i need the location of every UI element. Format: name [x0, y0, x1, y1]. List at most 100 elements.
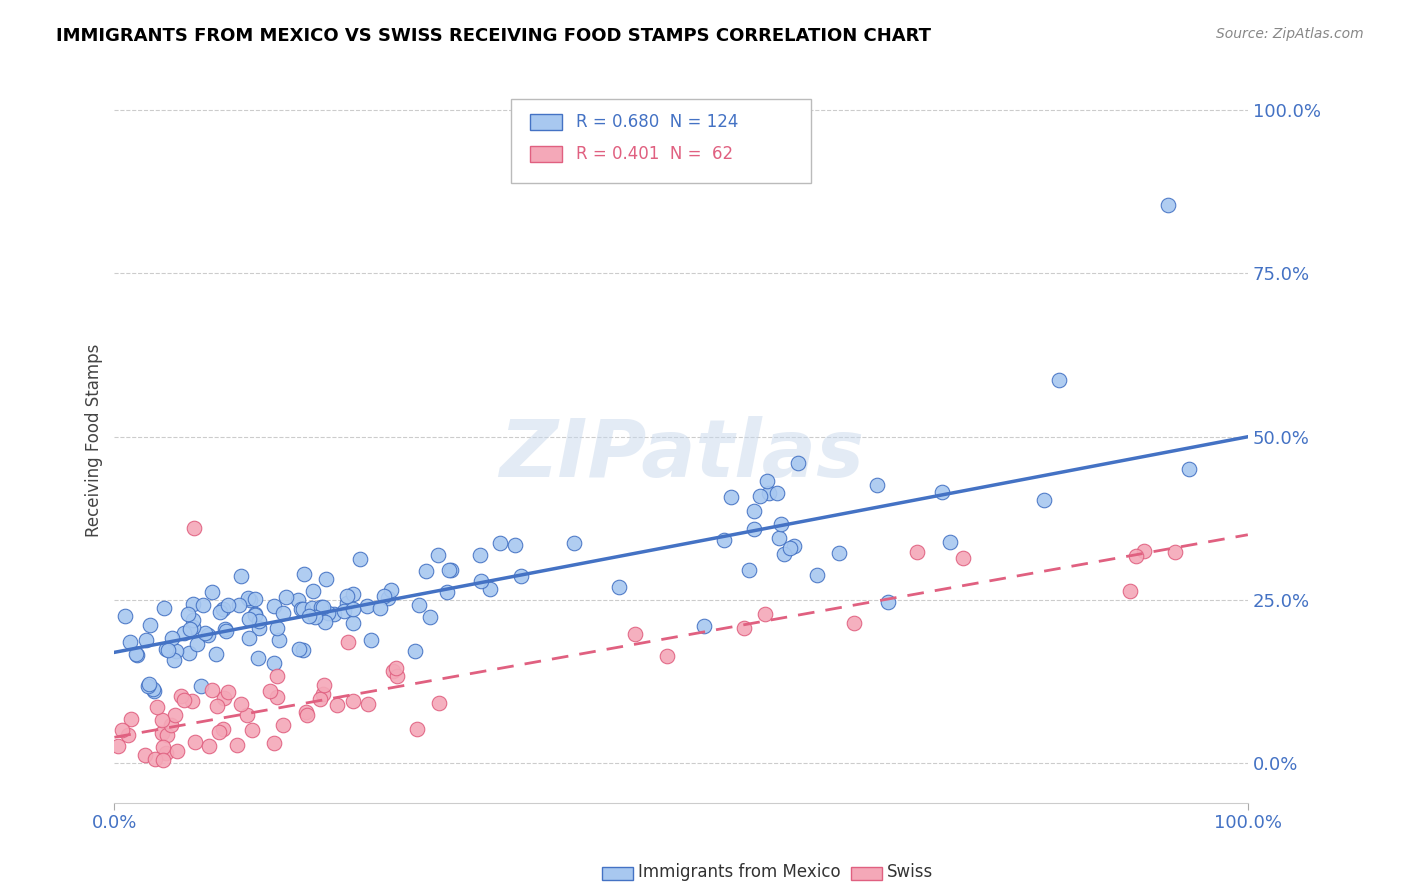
Point	[952, 551, 974, 566]
Point	[770, 517, 793, 532]
Point	[198, 739, 221, 753]
Point	[152, 601, 174, 615]
Point	[758, 485, 780, 500]
Point	[211, 723, 233, 737]
Point	[166, 744, 188, 758]
Point	[866, 477, 889, 491]
Point	[720, 490, 742, 504]
FancyBboxPatch shape	[530, 146, 562, 162]
Point	[162, 653, 184, 667]
Point	[226, 738, 249, 752]
Point	[184, 734, 207, 748]
Point	[316, 606, 339, 620]
Point	[186, 636, 208, 650]
Point	[273, 718, 295, 732]
Point	[287, 592, 309, 607]
Point	[173, 625, 195, 640]
Point	[404, 644, 426, 658]
Point	[142, 681, 165, 696]
Point	[509, 569, 531, 583]
Point	[938, 534, 960, 549]
Point	[335, 589, 357, 603]
Point	[440, 563, 463, 577]
Point	[177, 646, 200, 660]
Point	[1178, 462, 1201, 476]
Point	[756, 474, 779, 488]
Point	[336, 596, 359, 610]
Point	[266, 690, 288, 704]
Point	[415, 564, 437, 578]
Point	[142, 684, 165, 698]
Point	[1119, 584, 1142, 599]
Text: ZIPatlas: ZIPatlas	[499, 416, 863, 493]
Point	[215, 624, 238, 639]
Point	[377, 591, 399, 606]
FancyBboxPatch shape	[512, 99, 811, 183]
Point	[876, 594, 898, 608]
Point	[295, 705, 318, 719]
Point	[436, 584, 458, 599]
Point	[135, 632, 157, 647]
Point	[120, 635, 142, 649]
Point	[385, 661, 408, 675]
Point	[138, 677, 160, 691]
Point	[564, 535, 586, 549]
Point	[205, 698, 228, 713]
Point	[773, 547, 796, 561]
Point	[236, 708, 259, 723]
Point	[271, 606, 294, 620]
FancyBboxPatch shape	[530, 114, 562, 130]
Point	[217, 598, 239, 612]
Point	[382, 665, 405, 679]
Point	[1049, 372, 1071, 386]
Point	[748, 489, 770, 503]
Point	[426, 549, 449, 563]
Point	[1033, 492, 1056, 507]
Point	[266, 621, 288, 635]
Point	[342, 602, 364, 616]
Point	[217, 684, 239, 698]
Text: Source: ZipAtlas.com: Source: ZipAtlas.com	[1216, 27, 1364, 41]
Point	[247, 622, 270, 636]
Point	[291, 642, 314, 657]
Point	[295, 708, 318, 723]
Point	[229, 569, 252, 583]
Point	[489, 536, 512, 550]
Point	[243, 607, 266, 622]
Point	[292, 566, 315, 581]
Point	[120, 712, 142, 726]
Point	[1125, 549, 1147, 564]
Point	[125, 648, 148, 662]
Point	[165, 643, 187, 657]
Point	[301, 601, 323, 615]
Point	[783, 540, 806, 554]
Point	[152, 740, 174, 755]
Point	[114, 609, 136, 624]
Point	[117, 728, 139, 742]
Point	[315, 572, 337, 586]
Point	[360, 633, 382, 648]
Point	[357, 697, 380, 711]
Point	[1132, 544, 1154, 558]
Point	[779, 541, 801, 556]
Point	[150, 725, 173, 739]
Point	[304, 610, 326, 624]
Point	[208, 724, 231, 739]
Point	[180, 694, 202, 708]
Point	[238, 612, 260, 626]
Text: Swiss: Swiss	[887, 863, 934, 881]
Point	[245, 592, 267, 607]
Point	[337, 635, 360, 649]
Point	[288, 641, 311, 656]
Point	[754, 607, 776, 621]
Point	[197, 627, 219, 641]
Point	[239, 593, 262, 607]
Point	[406, 722, 429, 736]
Point	[733, 620, 755, 634]
Point	[312, 687, 335, 701]
Point	[193, 598, 215, 612]
Point	[165, 708, 187, 723]
Point	[356, 599, 378, 613]
Point	[228, 598, 250, 612]
Point	[208, 605, 231, 619]
